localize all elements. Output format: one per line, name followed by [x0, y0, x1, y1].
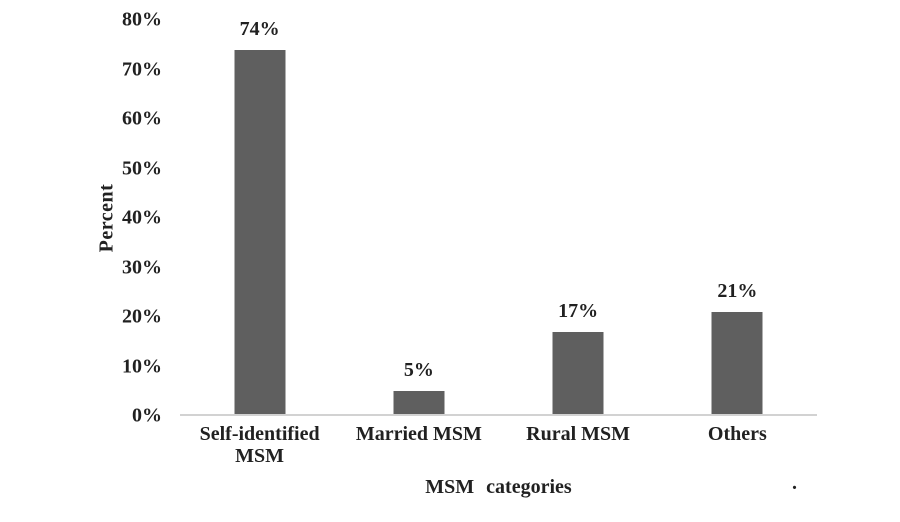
bar-value-label: 5%: [403, 359, 434, 382]
bar-value-label: 74%: [239, 17, 280, 40]
category-label: Others: [707, 423, 767, 445]
y-tick-label: 40%: [122, 206, 162, 229]
category-label: Married MSM: [355, 423, 482, 445]
category-label: Rural MSM: [526, 423, 631, 445]
bar-value-label: 17%: [558, 299, 599, 322]
plot-area: 74% 5% 17% 21%: [180, 17, 817, 416]
x-axis-title: MSM categories: [425, 476, 572, 498]
bar: [552, 331, 604, 416]
bar-value-label: 21%: [717, 280, 758, 303]
y-tick-label: 0%: [132, 404, 162, 427]
y-tick-label: 60%: [122, 107, 162, 130]
y-axis-tick-labels: 0% 10% 20% 30% 40% 50% 60% 70% 80%: [0, 9, 162, 427]
x-axis-line: [180, 414, 817, 416]
category-labels: Self-identified MSM Married MSM Rural MSM O…: [180, 423, 817, 467]
y-tick-label: 80%: [122, 8, 162, 31]
stray-period-mark: .: [792, 472, 797, 494]
bar: [393, 391, 445, 416]
bar-slot: 74%: [180, 17, 339, 416]
y-tick-label: 20%: [122, 305, 162, 328]
y-tick-label: 70%: [122, 58, 162, 80]
bar: [711, 312, 763, 416]
y-tick-label: 10%: [122, 355, 162, 377]
y-tick-label: 50%: [122, 157, 162, 179]
bar: [234, 49, 286, 416]
bar-slot: 17%: [499, 20, 658, 416]
y-tick-label: 30%: [122, 256, 162, 278]
bar-slot: 5%: [339, 20, 498, 416]
category-label: Self-identified MSM: [199, 423, 320, 467]
bar-slot: 21%: [658, 20, 817, 416]
